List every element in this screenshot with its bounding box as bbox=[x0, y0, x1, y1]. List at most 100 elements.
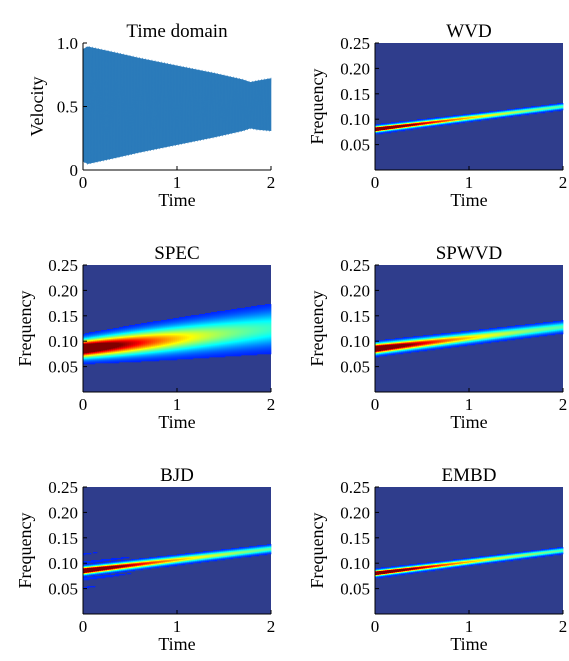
heatmap-cell bbox=[383, 125, 386, 127]
heatmap-cell bbox=[221, 330, 224, 332]
heatmap-cell bbox=[195, 354, 198, 356]
heatmap-cell bbox=[231, 346, 234, 348]
heatmap-cell bbox=[453, 123, 456, 125]
heatmap-cell bbox=[145, 359, 148, 361]
heatmap-cell bbox=[387, 353, 390, 355]
heatmap-cell bbox=[387, 344, 390, 346]
heatmap-cell bbox=[137, 335, 140, 337]
heatmap-cell bbox=[399, 339, 402, 341]
heatmap-cell bbox=[377, 344, 380, 346]
heatmap-cell bbox=[237, 312, 240, 314]
heatmap-cell bbox=[499, 110, 502, 112]
heatmap-cell bbox=[199, 324, 202, 326]
heatmap-cell bbox=[511, 113, 514, 115]
heatmap-cell bbox=[455, 117, 458, 119]
heatmap-cell bbox=[171, 339, 174, 341]
heatmap-cell bbox=[225, 313, 228, 315]
heatmap-cell bbox=[233, 342, 236, 344]
heatmap-cell bbox=[171, 358, 174, 360]
heatmap-cell bbox=[83, 355, 86, 357]
heatmap-cell bbox=[225, 330, 228, 332]
heatmap-cell bbox=[387, 130, 390, 132]
heatmap-cell bbox=[111, 346, 114, 348]
heatmap-cell bbox=[173, 319, 176, 321]
heatmap-cell bbox=[261, 323, 264, 325]
heatmap-cell bbox=[107, 339, 110, 341]
heatmap-cell bbox=[95, 358, 98, 360]
heatmap-cell bbox=[445, 120, 448, 122]
heatmap-cell bbox=[225, 353, 228, 355]
heatmap-cell bbox=[381, 340, 384, 342]
heatmap-cell bbox=[223, 338, 226, 340]
heatmap-cell bbox=[261, 338, 264, 340]
heatmap-cell bbox=[133, 361, 136, 363]
heatmap-cell bbox=[125, 356, 128, 358]
heatmap-cell bbox=[407, 128, 410, 130]
heatmap-cell bbox=[153, 351, 156, 353]
heatmap-cell bbox=[143, 354, 146, 356]
heatmap-cell bbox=[179, 344, 182, 346]
heatmap-cell bbox=[169, 354, 172, 356]
heatmap-cell bbox=[233, 346, 236, 348]
heatmap-cell bbox=[113, 352, 116, 354]
heatmap-cell bbox=[229, 353, 232, 355]
heatmap-cell bbox=[123, 357, 126, 359]
heatmap-cell bbox=[409, 128, 412, 130]
heatmap-cell bbox=[461, 121, 464, 123]
heatmap-cell bbox=[179, 349, 182, 351]
heatmap-cell bbox=[199, 354, 202, 356]
heatmap-cell bbox=[199, 337, 202, 339]
heatmap-cell bbox=[419, 122, 422, 124]
heatmap-cell bbox=[159, 349, 162, 351]
heatmap-cell bbox=[253, 313, 256, 315]
heatmap-cell bbox=[265, 340, 268, 342]
heatmap-cell bbox=[107, 343, 110, 345]
heatmap-cell bbox=[157, 343, 160, 345]
heatmap-cell bbox=[143, 344, 146, 346]
heatmap-cell bbox=[211, 319, 214, 321]
heatmap-cell bbox=[195, 334, 198, 336]
heatmap-cell bbox=[135, 342, 138, 344]
heatmap-cell bbox=[213, 319, 216, 321]
heatmap-cell bbox=[109, 334, 112, 336]
heatmap-cell bbox=[95, 343, 98, 345]
heatmap-cell bbox=[553, 104, 556, 106]
heatmap-cell bbox=[153, 323, 156, 325]
heatmap-cell bbox=[183, 343, 186, 345]
heatmap-cell bbox=[103, 342, 106, 344]
heatmap-cell bbox=[259, 321, 262, 323]
heatmap-cell bbox=[195, 346, 198, 348]
heatmap-cell bbox=[239, 317, 242, 319]
heatmap-cell bbox=[135, 352, 138, 354]
heatmap-cell bbox=[449, 122, 452, 124]
heatmap-cell bbox=[129, 359, 132, 361]
heatmap-cell bbox=[253, 353, 256, 355]
heatmap-cell bbox=[269, 307, 272, 309]
heatmap-cell bbox=[187, 317, 190, 319]
heatmap-cell bbox=[235, 320, 238, 322]
heatmap-cell bbox=[195, 332, 198, 334]
heatmap-cell bbox=[269, 353, 272, 355]
heatmap-cell bbox=[173, 344, 176, 346]
heatmap-cell bbox=[251, 350, 254, 352]
heatmap-cell bbox=[229, 315, 232, 317]
heatmap-cell bbox=[561, 108, 564, 110]
heatmap-cell bbox=[241, 328, 244, 330]
heatmap-cell bbox=[261, 332, 264, 334]
heatmap-cell bbox=[95, 340, 98, 342]
heatmap-cell bbox=[133, 353, 136, 355]
heatmap-cell bbox=[553, 109, 556, 111]
heatmap-cell bbox=[103, 346, 106, 348]
heatmap-cell bbox=[91, 342, 94, 344]
heatmap-cell bbox=[245, 313, 248, 315]
heatmap-cell bbox=[135, 347, 138, 349]
heatmap-cell bbox=[181, 341, 184, 343]
heatmap-cell bbox=[193, 345, 196, 347]
heatmap-cell bbox=[525, 107, 528, 109]
heatmap-cell bbox=[175, 341, 178, 343]
heatmap-cell bbox=[253, 328, 256, 330]
heatmap-cell bbox=[223, 331, 226, 333]
heatmap-cell bbox=[97, 347, 100, 349]
heatmap-cell bbox=[97, 333, 100, 335]
heatmap-cell bbox=[101, 339, 104, 341]
